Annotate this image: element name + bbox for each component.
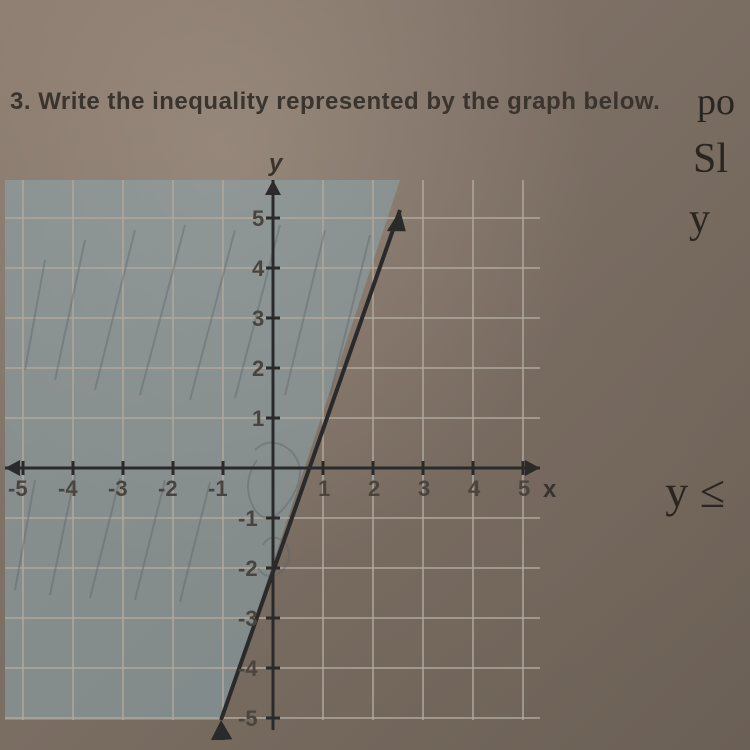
y-tick-2: 2 xyxy=(252,356,264,382)
y-tick-3: 3 xyxy=(252,306,264,332)
handwriting-inequality: y ≤ xyxy=(665,465,725,518)
y-tick-neg5: -5 xyxy=(238,706,258,732)
x-tick-2: 2 xyxy=(368,476,380,502)
y-tick-neg4: -4 xyxy=(238,656,258,682)
x-tick-4: 4 xyxy=(468,476,480,502)
x-tick-3: 3 xyxy=(418,476,430,502)
x-arrow-right xyxy=(525,460,540,476)
question-prompt: Write the inequality represented by the … xyxy=(38,88,660,115)
y-tick-1: 1 xyxy=(252,406,264,432)
question-text: 3. Write the inequality represented by t… xyxy=(10,88,660,116)
question-number: 3. xyxy=(10,88,31,115)
handwriting-top-1: po xyxy=(697,80,735,124)
y-tick-4: 4 xyxy=(252,256,264,282)
line-arrow-bottom xyxy=(205,719,232,740)
y-tick-5: 5 xyxy=(252,206,264,232)
y-tick-neg2: -2 xyxy=(238,556,258,582)
y-tick-neg1: -1 xyxy=(238,506,258,532)
x-tick-1: 1 xyxy=(318,476,330,502)
graph-svg xyxy=(0,170,555,740)
x-tick-neg1: -1 xyxy=(208,476,228,502)
y-tick-neg3: -3 xyxy=(238,606,258,632)
x-tick-5: 5 xyxy=(518,476,530,502)
handwriting-top-2: Sl xyxy=(693,135,728,183)
x-tick-neg5: -5 xyxy=(8,476,28,502)
x-tick-neg2: -2 xyxy=(158,476,178,502)
coordinate-graph: y x xyxy=(0,150,550,710)
shaded-region xyxy=(5,180,400,720)
x-tick-neg4: -4 xyxy=(58,476,78,502)
handwriting-top-3: y xyxy=(689,195,710,243)
x-tick-neg3: -3 xyxy=(108,476,128,502)
